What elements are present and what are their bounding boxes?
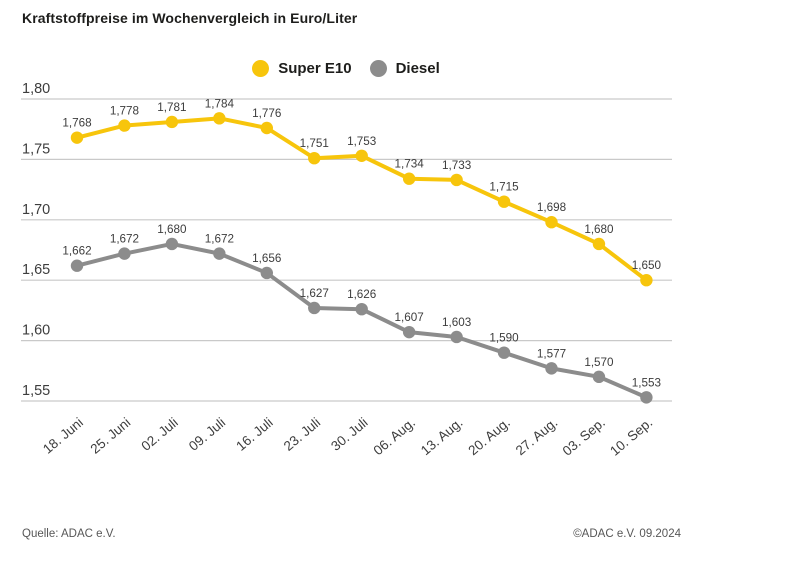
y-axis-tick-label: 1,70 bbox=[22, 202, 50, 218]
data-point bbox=[640, 391, 653, 404]
data-point-label: 1,715 bbox=[489, 181, 519, 194]
data-point bbox=[640, 274, 653, 287]
data-point-label: 1,570 bbox=[584, 356, 614, 369]
data-point bbox=[545, 362, 558, 375]
data-point bbox=[497, 195, 511, 208]
y-axis-tick-label: 1,75 bbox=[22, 141, 50, 157]
x-axis-tick-label: 03. Sep. bbox=[560, 415, 608, 459]
data-point-label: 1,577 bbox=[537, 347, 566, 360]
x-axis-tick-label: 13. Aug. bbox=[418, 415, 466, 458]
data-point-label: 1,680 bbox=[157, 223, 187, 236]
data-point-label: 1,733 bbox=[442, 159, 471, 172]
data-point-label: 1,776 bbox=[252, 107, 281, 120]
data-point-label: 1,680 bbox=[584, 223, 614, 236]
data-point-label: 1,650 bbox=[632, 259, 662, 272]
data-point-label: 1,553 bbox=[632, 376, 661, 389]
y-axis-tick-label: 1,80 bbox=[22, 81, 50, 97]
y-axis-tick-label: 1,55 bbox=[22, 383, 50, 399]
x-axis-tick-label: 27. Aug. bbox=[513, 415, 561, 458]
data-point-label: 1,778 bbox=[110, 105, 139, 118]
data-point bbox=[260, 266, 273, 280]
data-point bbox=[308, 151, 321, 165]
legend-item-diesel: Diesel bbox=[369, 60, 440, 77]
data-point bbox=[592, 237, 606, 251]
data-point bbox=[497, 346, 511, 359]
data-point-label: 1,627 bbox=[300, 287, 329, 300]
x-axis-tick-label: 30. Juli bbox=[328, 415, 370, 454]
legend-item-super-e10: Super E10 bbox=[252, 60, 352, 77]
copyright-note: ©ADAC e.V. 09.2024 bbox=[573, 528, 681, 540]
data-point-label: 1,626 bbox=[347, 288, 376, 301]
x-axis-tick-label: 23. Juli bbox=[281, 415, 323, 454]
data-point-label: 1,698 bbox=[537, 201, 566, 214]
x-axis-tick-label: 20. Aug. bbox=[465, 415, 513, 458]
data-point bbox=[545, 216, 558, 229]
data-point bbox=[355, 149, 368, 162]
legend-label-diesel: Diesel bbox=[395, 60, 440, 77]
chart-legend: Super E10 Diesel bbox=[0, 60, 692, 77]
data-point bbox=[118, 119, 131, 132]
series-line bbox=[75, 241, 649, 400]
y-axis-tick-label: 1,65 bbox=[22, 262, 50, 278]
x-axis-tick-label: 25. Juni bbox=[88, 415, 134, 457]
y-axis-tick-label: 1,60 bbox=[22, 323, 50, 339]
data-point-label: 1,768 bbox=[62, 117, 91, 130]
x-axis-tick-label: 10. Sep. bbox=[607, 415, 655, 459]
source-note: Quelle: ADAC e.V. bbox=[22, 528, 116, 540]
data-point-label: 1,784 bbox=[205, 97, 235, 110]
data-point-label: 1,753 bbox=[347, 135, 376, 148]
data-point bbox=[592, 370, 606, 384]
data-point bbox=[402, 325, 416, 339]
data-point bbox=[165, 237, 179, 251]
data-point-label: 1,751 bbox=[300, 137, 329, 150]
data-point bbox=[355, 302, 368, 316]
legend-label-super-e10: Super E10 bbox=[278, 60, 352, 77]
data-point bbox=[70, 131, 84, 144]
data-point bbox=[450, 173, 463, 187]
legend-dot-icon bbox=[252, 60, 270, 77]
data-point-label: 1,662 bbox=[62, 245, 91, 258]
data-point-label: 1,734 bbox=[395, 158, 425, 171]
data-point-label: 1,656 bbox=[252, 252, 281, 265]
data-point-label: 1,607 bbox=[395, 311, 424, 324]
data-point bbox=[213, 247, 226, 260]
data-point bbox=[260, 121, 273, 135]
data-point-label: 1,603 bbox=[442, 316, 471, 329]
data-point bbox=[402, 172, 416, 185]
data-point bbox=[165, 115, 179, 129]
x-axis-tick-label: 18. Juni bbox=[40, 415, 86, 457]
chart-title: Kraftstoffpreise im Wochenvergleich in E… bbox=[22, 10, 358, 26]
data-point bbox=[118, 247, 131, 260]
data-point-label: 1,672 bbox=[205, 233, 234, 246]
chart-footer: Quelle: ADAC e.V. ©ADAC e.V. 09.2024 bbox=[22, 528, 681, 540]
legend-dot-icon bbox=[369, 60, 387, 77]
x-axis-tick-label: 02. Juli bbox=[138, 415, 180, 454]
data-point bbox=[70, 259, 84, 272]
x-axis-tick-label: 16. Juli bbox=[233, 415, 275, 454]
x-axis-tick-label: 06. Aug. bbox=[370, 415, 418, 458]
x-axis-tick-label: 09. Juli bbox=[186, 415, 228, 454]
data-point-label: 1,590 bbox=[489, 332, 519, 345]
data-point-label: 1,781 bbox=[157, 101, 186, 114]
data-point bbox=[308, 301, 321, 315]
data-point bbox=[450, 330, 463, 344]
data-point bbox=[213, 112, 226, 125]
data-point-label: 1,672 bbox=[110, 233, 139, 246]
